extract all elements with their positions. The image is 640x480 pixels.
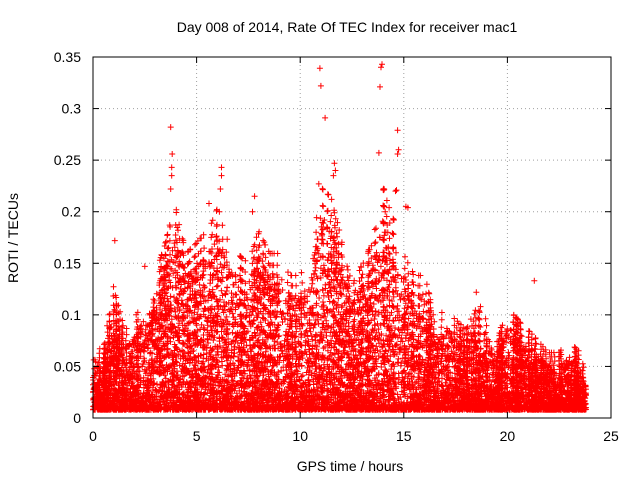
plot-frame: [92, 56, 612, 419]
y-tick-label: 0.05: [54, 358, 81, 374]
x-axis-label: GPS time / hours: [297, 458, 404, 474]
x-tick-label: 5: [193, 428, 201, 444]
y-tick-label: 0.2: [62, 204, 82, 220]
y-tick-label: 0.25: [54, 152, 81, 168]
y-tick-label: 0.15: [54, 255, 81, 271]
x-tick-label: 25: [603, 428, 619, 444]
y-axis-label: ROTI / TECUs: [5, 193, 21, 283]
axis-ticks: 0 5 10 15 20 25 0 0.05 0.1 0.15 0.2 0.25 0.3 0.35: [54, 49, 619, 444]
x-tick-label: 15: [396, 428, 412, 444]
y-tick-label: 0: [73, 410, 81, 426]
x-tick-label: 20: [500, 428, 516, 444]
roti-points: [90, 61, 589, 413]
x-tick-label: 0: [89, 428, 97, 444]
y-tick-label: 0.35: [54, 49, 81, 65]
y-tick-label: 0.3: [62, 101, 82, 117]
y-tick-label: 0.1: [62, 307, 82, 323]
chart-title: Day 008 of 2014, Rate Of TEC Index for r…: [177, 19, 518, 35]
data-points: [90, 61, 589, 413]
x-tick-label: 10: [292, 428, 308, 444]
